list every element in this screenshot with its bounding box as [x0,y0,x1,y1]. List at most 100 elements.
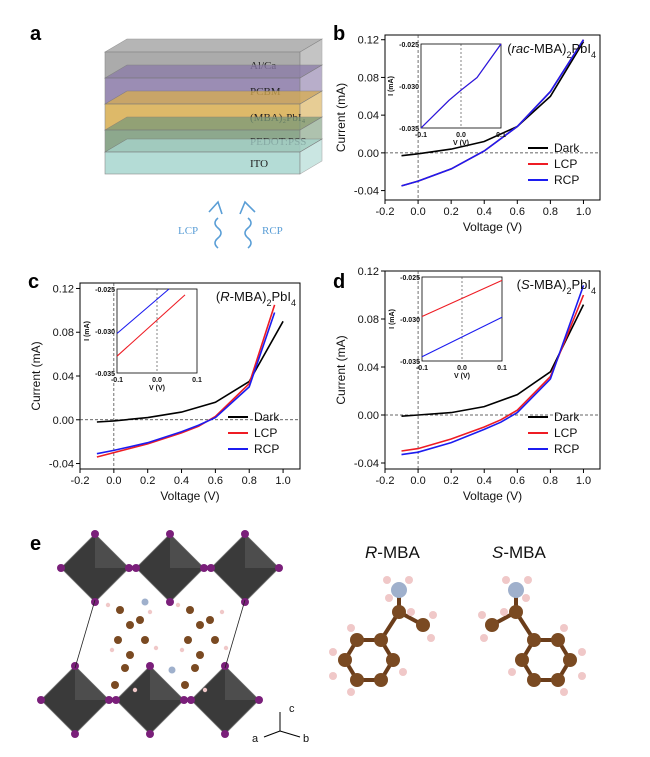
carbon-atom [186,606,194,614]
hydrogen-atom [399,668,407,676]
nitrogen-atom [508,582,524,598]
x-tick-label: 0.6 [510,475,525,487]
inset-series-lcp [421,279,503,318]
chart-title: (rac-MBA)2PbI4 [507,41,596,60]
device-layer-top-0 [103,38,324,53]
x-tick-label: 1.0 [275,475,290,487]
iodine-atom [255,696,263,704]
inset-x-tick: 0.1 [497,365,507,372]
chart-title-part-title_sub2: 4 [591,50,596,60]
chart-c-iv-curve: -0.2 0.0 0.2 0.4 0.6 0.8 1.0-0.040.000.040.080… [29,282,301,503]
hydrogen-atom [502,576,510,584]
device-layer-label-4: ITO [250,158,268,170]
inset-x-title: V (V) [454,373,470,380]
x-tick-label: -0.2 [376,475,395,487]
carbon-atom [136,616,144,624]
x-tick-label: 0.0 [410,206,425,218]
chart-title-part-title_sub: 2 [566,50,571,60]
lcp-light-label: LCP [178,225,198,237]
x-tick-label: 0.0 [410,475,425,487]
x-tick-label: 0.8 [242,475,257,487]
unit-cell-edge [224,599,246,669]
lcp-wave-icon [214,217,222,249]
octahedron-facet [75,666,109,700]
chart-title-part-title_post: -MBA) [230,289,267,304]
chart-title-part-title_pre: ( [517,277,522,292]
x-tick-label: 0.6 [208,475,223,487]
hydrogen-atom [329,672,337,680]
inset-x-tick: 0.0 [152,377,162,384]
legend-label-dark: Dark [554,410,580,424]
iodine-atom [125,564,133,572]
carbon-atom [191,664,199,672]
iodine-atom [275,564,283,572]
legend-label-dark: Dark [254,410,280,424]
chart-title-part-title_pre: ( [507,41,512,56]
hydrogen-atom [429,611,437,619]
hydrogen-atom [132,687,138,693]
chart-title-part-title_sub: 2 [266,298,271,308]
carbon-atom [485,618,499,632]
x-tick-label: -0.2 [71,475,90,487]
panel-letter-d: d [333,271,345,293]
carbon-atom [141,636,149,644]
carbon-atom [196,621,204,629]
hydrogen-atom [105,602,111,608]
legend-label-lcp: LCP [254,426,277,440]
chart-title: (S-MBA)2PbI4 [517,277,596,296]
panel-letter-b: b [333,23,345,45]
carbon-atom [392,605,406,619]
inset-y-title: I (mA) [389,309,396,329]
device-layer-4: ITO [103,138,324,175]
hydrogen-atom [329,648,337,656]
carbon-atom [126,651,134,659]
carbon-atom [515,653,529,667]
panel-letter-e: e [30,533,41,555]
inset-x-tick: -0.1 [415,132,427,139]
octahedron-facet [150,666,184,700]
inset-plot: -0.1 0.0 0.1 -0.025 -0.030 -0.035 V (V) I (mA) [84,287,202,392]
hydrogen-atom [347,624,355,632]
series-line-dark [401,304,585,417]
inset-x-tick: 0.1 [496,132,506,139]
x-tick-label: 0.8 [543,206,558,218]
device-layer-top-2 [103,90,324,105]
y-tick-label: -0.04 [354,458,379,470]
y-tick-label: 0.08 [53,327,74,339]
iodine-atom [91,598,99,606]
chart-b-iv-curve: -0.2 0.0 0.2 0.4 0.6 0.8 1.0-0.040.000.040.080… [334,34,601,234]
octahedron-facet [170,534,204,568]
iodine-atom [241,530,249,538]
hydrogen-atom [153,645,159,651]
iodine-atom [37,696,45,704]
series-line-rcp [401,39,585,187]
iodine-atom [200,564,208,572]
inset-series-rcp [116,288,170,334]
y-tick-label: 0.12 [53,283,74,295]
legend-label-rcp: RCP [554,173,579,187]
lcp-arrow-icon [208,200,223,215]
carbon-atom [116,606,124,614]
iodine-atom [241,598,249,606]
plot-frame [384,34,601,201]
chart-d-iv-curve: -0.2 0.0 0.2 0.4 0.6 0.8 1.0-0.040.000.040.080… [334,266,601,503]
inset-series-lcp [116,294,186,357]
chart-title: (R-MBA)2PbI4 [216,289,296,308]
device-layer-side-4 [299,138,323,175]
hydrogen-atom [147,609,153,615]
carbon-atom [184,636,192,644]
crystal-axes-triad: c b a [252,703,309,745]
y-tick-label: 0.04 [53,371,74,383]
hydrogen-atom [347,688,355,696]
octahedron-top-mid [132,530,208,606]
hydrogen-atom [508,668,516,676]
inset-series-rcp [421,316,503,358]
iodine-atom [221,662,229,670]
octahedron-facet [95,534,129,568]
iodine-atom [71,662,79,670]
inset-y-tick: -0.035 [399,126,419,133]
carbon-atom [350,673,364,687]
inset-y-tick: -0.030 [400,317,420,324]
iodine-atom [105,696,113,704]
